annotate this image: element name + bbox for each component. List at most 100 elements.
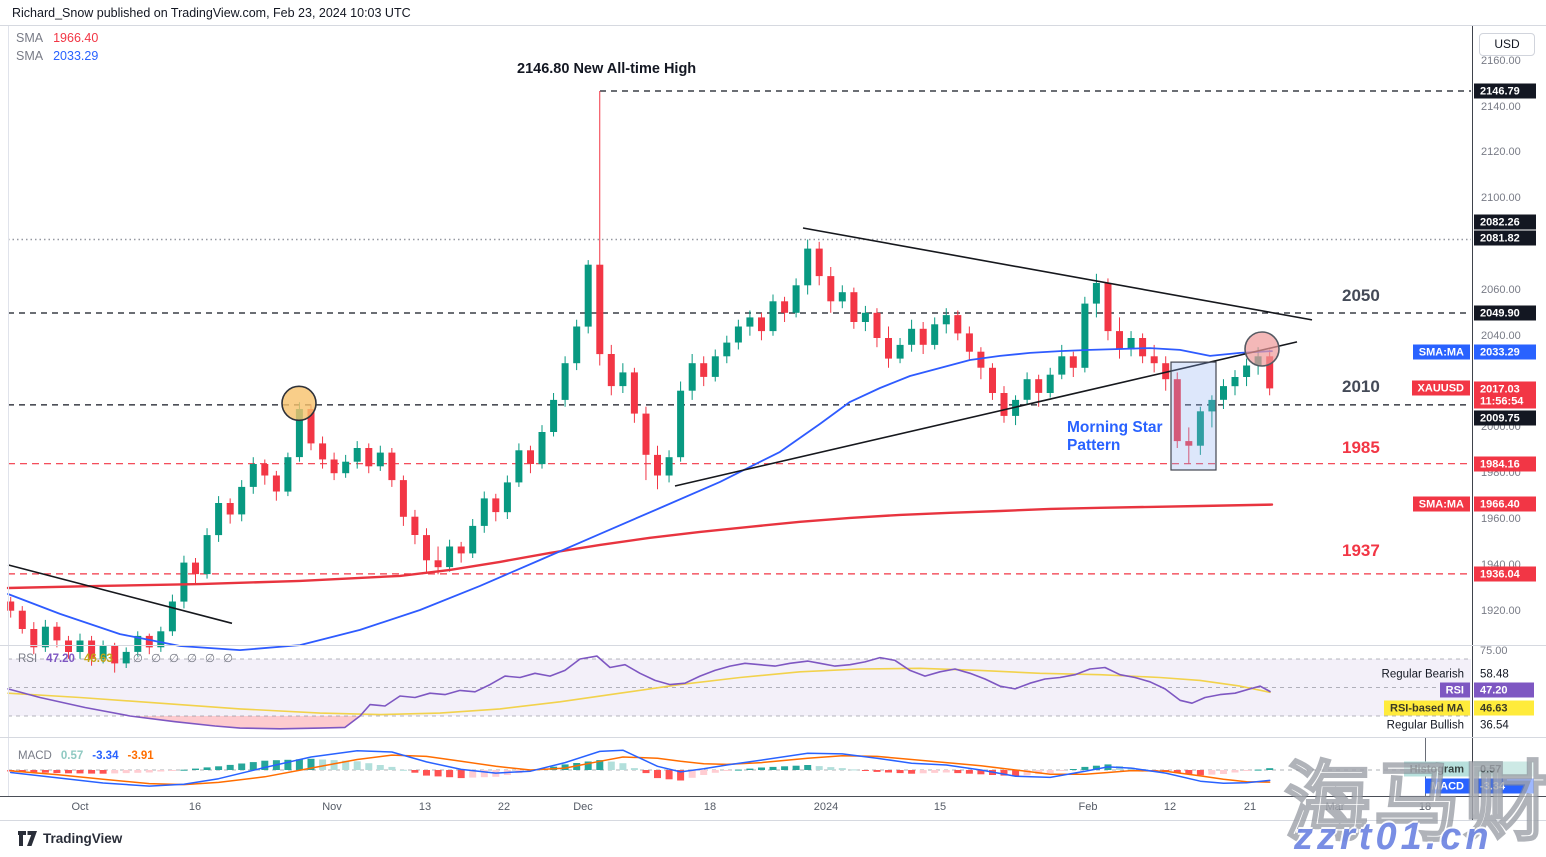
- macd-histogram-bar: [157, 770, 165, 772]
- candle-body: [1035, 379, 1043, 393]
- macd-histogram-bar: [365, 763, 373, 770]
- time-label-16: 16: [188, 801, 202, 813]
- candle-body: [527, 450, 534, 464]
- candle-body: [1208, 399, 1216, 412]
- macd-histogram-bar: [203, 767, 211, 770]
- candle-body: [885, 338, 892, 359]
- macd-histogram-bar: [122, 770, 130, 774]
- candle-body: [226, 503, 234, 515]
- candle-body: [827, 276, 835, 302]
- candle-body: [388, 452, 396, 481]
- candle-body: [561, 363, 569, 400]
- macd-histogram-bar: [792, 765, 800, 770]
- candle-body: [977, 351, 985, 368]
- macd-histogram-bar: [168, 770, 176, 771]
- candle-body: [353, 448, 361, 462]
- level-label-1937[interactable]: 1937: [1342, 541, 1380, 560]
- macd-histogram-bar: [1173, 770, 1181, 773]
- candle-body: [1069, 356, 1077, 368]
- legend-sma-fast-value: 1966.40: [53, 31, 99, 45]
- rsi-divergence-empty-values: ∅∅∅∅∅∅: [121, 653, 242, 665]
- level-label-2050[interactable]: 2050: [1342, 286, 1380, 305]
- rsi-legend-value: 47.20: [46, 653, 75, 665]
- candle-body: [550, 399, 558, 432]
- legend-sma-slow[interactable]: SMA 2033.29: [16, 49, 98, 63]
- watermark-url: zzrt01.cn: [1294, 816, 1493, 857]
- candle-body: [896, 344, 904, 359]
- tradingview-logo[interactable]: TradingView: [18, 831, 122, 846]
- macd-histogram-bar: [561, 764, 569, 770]
- all-time-high-annotation[interactable]: 2146.80 New All-time High: [517, 61, 697, 77]
- candle-body: [457, 546, 465, 554]
- candle-body: [492, 498, 500, 513]
- indicator-value-rsi: 47.20: [1474, 682, 1534, 698]
- macd-histogram-bar: [342, 760, 350, 770]
- rsi-axis-tick: 75.00: [1480, 645, 1508, 657]
- candle-body: [1116, 331, 1123, 350]
- candle-body: [1231, 377, 1239, 387]
- rsi-legend-ma-value: 46.63: [83, 653, 113, 665]
- price-tick: 1920.00: [1481, 605, 1521, 617]
- morning-star-line2: Pattern: [1067, 437, 1121, 454]
- morning-star-annotation[interactable]: Morning Star Pattern: [1067, 419, 1163, 455]
- trendline-3[interactable]: [674, 341, 1298, 487]
- candle-body: [122, 651, 130, 664]
- macd-histogram-bar: [700, 770, 708, 775]
- morning-star-line1: Morning Star: [1067, 419, 1163, 436]
- candle-body: [1127, 338, 1135, 350]
- macd-histogram-bar: [261, 760, 269, 770]
- rsi-line: [7, 655, 1271, 730]
- macd-histogram-bar: [480, 770, 488, 778]
- morning-star-box[interactable]: [1170, 361, 1217, 471]
- macd-histogram-bar: [192, 768, 199, 770]
- macd-legend[interactable]: MACD 0.57 -3.34 -3.91: [18, 750, 163, 762]
- price-badge-2017.03: 2017.03 11:56:54: [1474, 381, 1536, 409]
- highlight-circle-trendline-retest[interactable]: [1244, 331, 1280, 367]
- rsi-pane-separator[interactable]: [0, 645, 1546, 646]
- highlight-circle-resistance-touch[interactable]: [281, 385, 317, 422]
- trendline-1[interactable]: [7, 564, 233, 625]
- candle-body: [792, 285, 800, 313]
- sma-200-line: [6, 503, 1274, 590]
- macd-histogram-bar: [469, 770, 477, 778]
- time-axis[interactable]: Oct 16 Nov 13 22 Dec 18 2024 15 Feb 12 21 Mar 18: [0, 796, 1472, 820]
- candle-body: [1058, 356, 1066, 375]
- macd-pane-separator[interactable]: [0, 737, 1546, 738]
- indicator-value-regular-bullish: 36.54: [1480, 719, 1509, 731]
- rsi-oversold-fill: [130, 716, 360, 729]
- currency-toggle-button[interactable]: USD: [1479, 33, 1535, 56]
- legend-sma-slow-value: 2033.29: [53, 49, 99, 63]
- candle-body: [596, 264, 604, 355]
- macd-histogram-bar: [238, 763, 246, 770]
- candle-body: [295, 409, 303, 458]
- legend-sma-fast[interactable]: SMA 1966.40: [16, 31, 98, 45]
- macd-histogram-bar: [885, 770, 892, 773]
- macd-histogram-bar: [53, 770, 61, 774]
- macd-histogram-bar: [18, 770, 26, 772]
- macd-histogram-bar: [1243, 770, 1251, 771]
- macd-histogram-bar: [180, 769, 188, 771]
- rsi-legend-title: RSI: [18, 653, 38, 665]
- level-label-1985[interactable]: 1985: [1342, 438, 1380, 457]
- series-pill-XAUUSD: XAUUSD: [1411, 380, 1470, 396]
- candle-body: [76, 640, 84, 652]
- candle-body: [7, 601, 15, 611]
- macd-histogram-bar: [295, 759, 303, 770]
- trendline-2[interactable]: [802, 227, 1313, 321]
- price-badge-2009.75: 2009.75: [1474, 410, 1536, 426]
- level-label-2010[interactable]: 2010: [1342, 377, 1380, 396]
- candle-body: [607, 354, 615, 387]
- price-badge-2146.79: 2146.79: [1474, 83, 1536, 99]
- macd-histogram-bar: [1069, 769, 1077, 770]
- macd-histogram-bar: [376, 765, 384, 770]
- macd-histogram-bar: [919, 770, 927, 774]
- macd-histogram-bar: [457, 770, 465, 779]
- macd-histogram-bar: [746, 768, 754, 770]
- macd-histogram-bar: [1035, 770, 1043, 775]
- candle-body: [1162, 363, 1170, 380]
- candle-body: [1220, 386, 1227, 400]
- rsi-legend[interactable]: RSI 47.20 46.63 ∅∅∅∅∅∅: [18, 651, 250, 665]
- macd-histogram-bar: [1000, 770, 1008, 776]
- time-label-15: 15: [933, 801, 947, 813]
